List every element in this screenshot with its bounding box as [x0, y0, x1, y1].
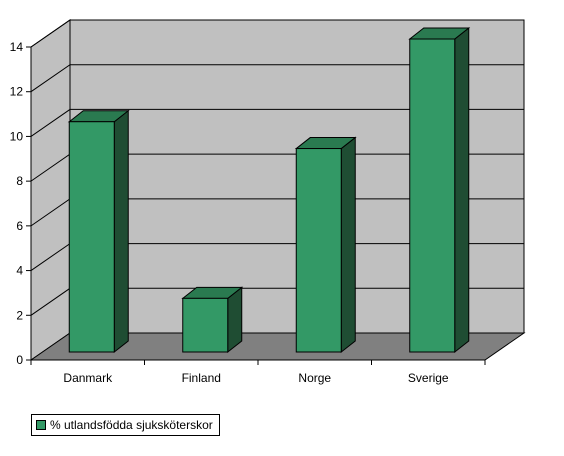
bar	[294, 136, 357, 354]
gridline	[30, 108, 524, 137]
x-tick-label: Norge	[298, 371, 331, 385]
bar	[181, 286, 244, 354]
bar-side	[340, 136, 356, 354]
legend-swatch	[36, 420, 46, 430]
y-tick-label: 10	[10, 129, 24, 143]
y-tick-label: 14	[10, 40, 24, 54]
gridline	[30, 19, 524, 48]
bar-front	[409, 38, 456, 353]
bar	[408, 26, 471, 354]
x-tick-labels: Danmark Finland Norge Sverige	[63, 371, 449, 385]
bar-side	[454, 26, 470, 354]
x-tick-label: Sverige	[408, 371, 449, 385]
y-tick-label: 0	[16, 353, 23, 367]
y-tick-label: 8	[16, 174, 23, 188]
y-tick-labels: 0 2 4 6 8 10 12 14	[10, 40, 24, 367]
gridline	[30, 64, 524, 93]
y-tick-label: 12	[10, 85, 24, 99]
legend-label: % utlandsfödda sjuksköterskor	[50, 418, 213, 432]
x-tick-label: Danmark	[63, 371, 113, 385]
y-tick-label: 4	[16, 264, 23, 278]
axes	[26, 46, 486, 365]
bar	[67, 109, 130, 354]
side-wall	[30, 19, 71, 361]
bars	[67, 26, 471, 354]
x-tick-label: Finland	[182, 371, 221, 385]
y-tick-label: 2	[16, 308, 23, 322]
bar-front	[295, 148, 342, 353]
y-tick-label: 6	[16, 219, 23, 233]
legend: % utlandsfödda sjuksköterskor	[31, 414, 220, 436]
bar-side	[113, 109, 129, 354]
bar-front	[182, 297, 229, 353]
bar-front	[68, 121, 115, 353]
